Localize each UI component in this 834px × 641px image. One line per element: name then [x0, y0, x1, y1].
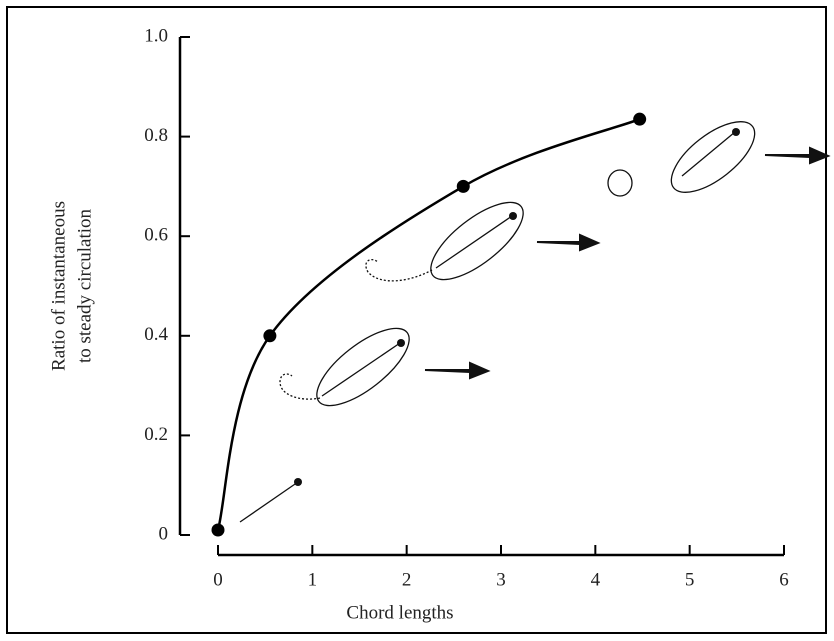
x-tick-label: 6 [779, 569, 789, 590]
point [211, 523, 225, 537]
y-tick-label: 0.6 [144, 225, 168, 246]
vortex-chord [321, 342, 401, 397]
point [456, 179, 470, 193]
vortex-ellipse [670, 121, 756, 193]
point [263, 329, 277, 343]
vortex-chord [681, 131, 736, 177]
y-tick-label: 0 [159, 523, 169, 544]
curve [216, 118, 641, 531]
vortex-ellipse [316, 327, 410, 407]
arrow [764, 146, 831, 165]
x-tick-label: 5 [685, 569, 695, 590]
frame [6, 6, 827, 634]
arrow [536, 233, 601, 252]
y-axis-title-line: to steady circulation [74, 208, 95, 363]
y-tick-label: 0.2 [144, 424, 168, 445]
vortex-ellipse [430, 201, 524, 281]
x-tick-label: 4 [591, 569, 601, 590]
x-axis-title: Chord lengths [346, 602, 453, 623]
point [633, 112, 647, 126]
y-tick-label: 0.4 [144, 324, 168, 345]
start-vortex [607, 169, 633, 197]
y-tick-label: 0.8 [144, 125, 168, 146]
vortex-dot [509, 212, 517, 220]
vortex-chord [435, 215, 513, 269]
y-axis-title-line: Ratio of instantaneous [48, 201, 69, 371]
vortex-trail [365, 258, 433, 282]
x-tick-label: 2 [402, 569, 412, 590]
start-dot [294, 478, 302, 486]
x-tick-label: 0 [213, 569, 223, 590]
arrow [424, 361, 491, 380]
vortex-trail [279, 373, 321, 400]
x-tick-label: 3 [496, 569, 506, 590]
vortex-dot [397, 339, 405, 347]
vortex-dot [732, 128, 740, 136]
start-segment [239, 481, 299, 523]
vortex-sketches [239, 121, 831, 523]
x-tick-label: 1 [308, 569, 318, 590]
y-tick-label: 1.0 [144, 25, 168, 46]
y-axis-title: Ratio of instantaneous to steady circula… [48, 201, 95, 371]
